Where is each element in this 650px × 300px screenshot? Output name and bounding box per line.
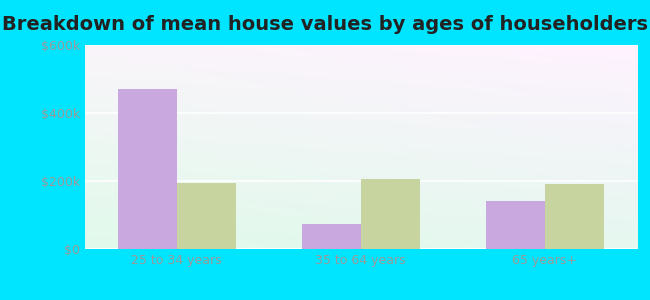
Bar [118,89,177,249]
Bar [302,224,361,249]
Bar [177,183,235,249]
Bar [486,201,545,249]
Bar [361,179,420,249]
Text: Breakdown of mean house values by ages of householders: Breakdown of mean house values by ages o… [2,15,648,34]
Bar [545,184,604,249]
